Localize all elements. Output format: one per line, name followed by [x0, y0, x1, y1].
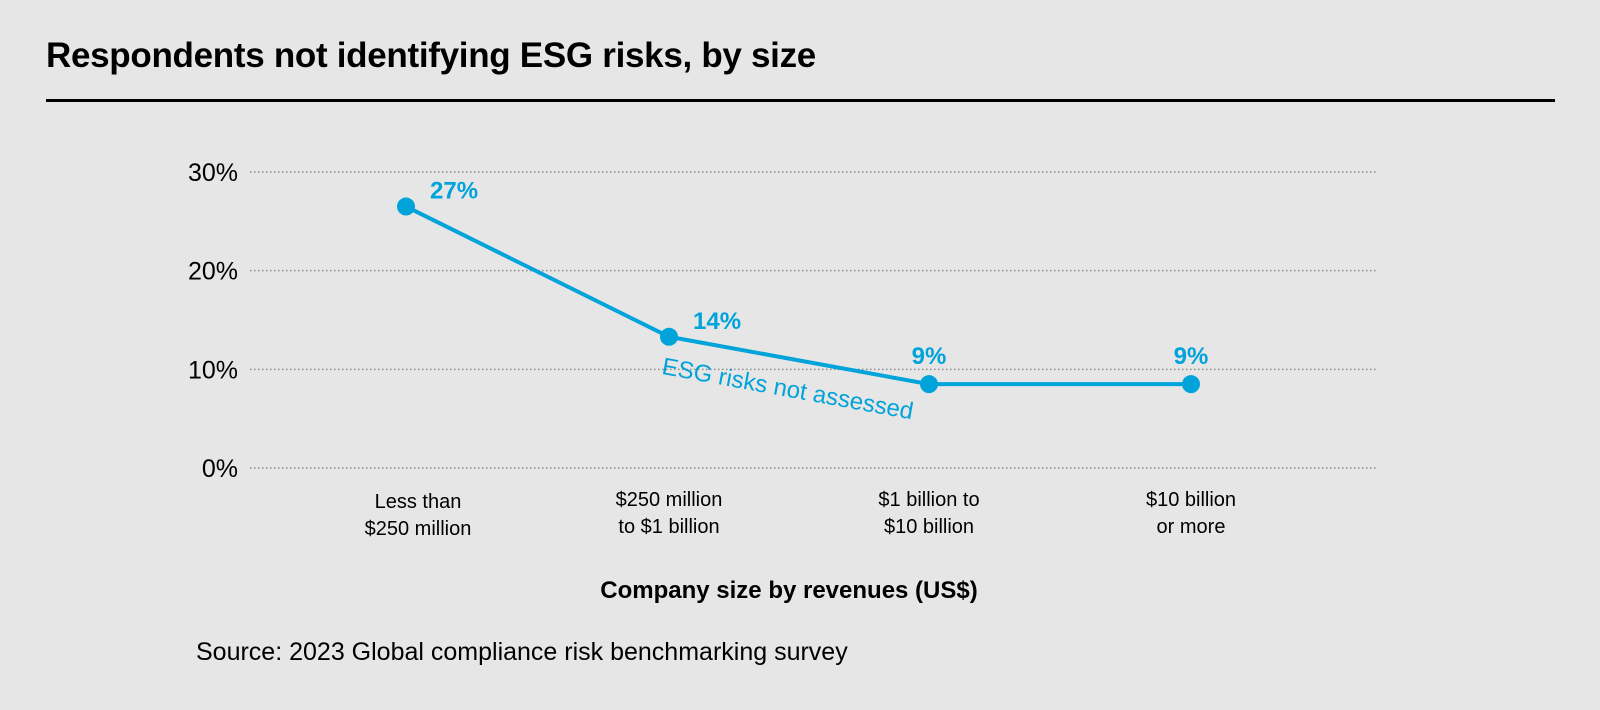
data-point — [660, 327, 678, 346]
data-label: 27% — [430, 178, 478, 205]
gridlines — [250, 171, 1378, 469]
data-label: 14% — [693, 308, 741, 335]
y-tick-label: 0% — [202, 455, 238, 483]
y-axis-ticks: 0% 10% 20% 30% — [188, 159, 238, 483]
y-tick-label: 30% — [188, 159, 238, 187]
data-label: 9% — [1174, 343, 1209, 370]
x-tick-label: Less than $250 million — [365, 491, 472, 540]
series-annotation: ESG risks not assessed — [660, 353, 915, 425]
source-note: Source: 2023 Global compliance risk benc… — [196, 638, 848, 666]
x-axis-ticks: Less than $250 million $250 million to $1 b… — [365, 489, 1236, 540]
x-tick-label: $10 billion or more — [1146, 489, 1236, 538]
chart-title: Respondents not identifying ESG risks, b… — [46, 36, 816, 75]
data-label: 9% — [912, 343, 947, 370]
y-tick-label: 10% — [188, 356, 238, 384]
data-point — [397, 197, 415, 216]
data-point — [920, 375, 938, 394]
x-axis-label: Company size by revenues (US$) — [600, 577, 977, 604]
data-point — [1182, 375, 1200, 394]
x-tick-label: $250 million to $1 billion — [616, 489, 723, 538]
y-tick-label: 20% — [188, 258, 238, 286]
title-divider — [46, 99, 1555, 102]
series-line — [405, 204, 1191, 387]
series-esg-risks-not-assessed: 27%14%9% 9%ESG risks not assessed — [397, 178, 1209, 425]
x-tick-label: $1 billion to $10 billion — [878, 489, 979, 538]
